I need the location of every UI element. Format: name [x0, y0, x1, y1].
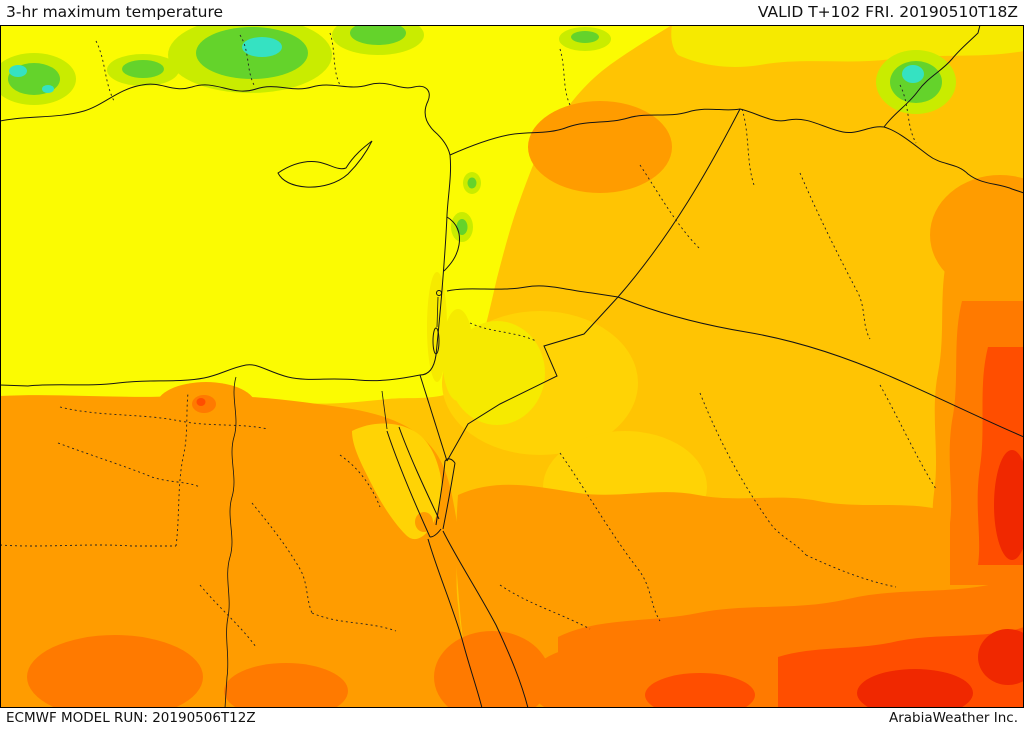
valid-time-label: VALID T+102 FRI. 20190510T18Z — [757, 3, 1018, 21]
admin-borders-dotted — [0, 32, 937, 648]
temperature-map — [0, 25, 1024, 708]
temperature-field — [0, 25, 1024, 708]
header-bar: 3-hr maximum temperature VALID T+102 FRI… — [0, 0, 1024, 25]
model-run-label: ECMWF MODEL RUN: 20190506T12Z — [6, 710, 256, 726]
page-title: 3-hr maximum temperature — [6, 3, 224, 21]
map-canvas — [0, 25, 1024, 708]
coastline — [0, 82, 529, 708]
footer-bar: ECMWF MODEL RUN: 20190506T12Z ArabiaWeat… — [0, 708, 1024, 729]
country-borders — [419, 25, 1024, 462]
credit-label: ArabiaWeather Inc. — [888, 710, 1018, 726]
